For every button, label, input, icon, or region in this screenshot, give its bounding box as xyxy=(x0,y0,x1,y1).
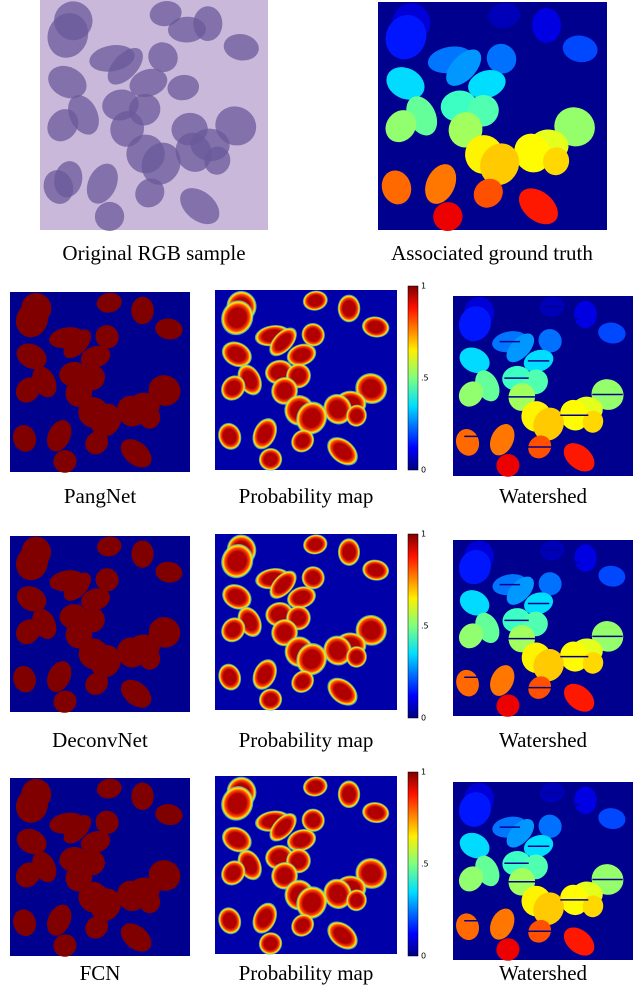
nucleus xyxy=(532,8,561,43)
gt-panel xyxy=(378,0,607,235)
ws-panel xyxy=(453,293,633,480)
nucleus xyxy=(338,295,361,323)
colorbar-tick-label: 1 xyxy=(421,530,426,539)
nucleus xyxy=(574,301,597,329)
nucleus xyxy=(574,544,596,572)
colorbar xyxy=(408,772,418,956)
caption: Probability map xyxy=(239,484,374,508)
colorbar-tick-label: 0 xyxy=(421,466,426,475)
colorbar xyxy=(408,534,418,718)
prob-panel xyxy=(215,287,397,474)
caption: Watershed xyxy=(499,484,588,508)
caption: Probability map xyxy=(239,728,374,752)
caption: DeconvNet xyxy=(52,728,148,752)
colorbar-tick-label: .5 xyxy=(421,622,429,631)
caption: Watershed xyxy=(499,961,588,985)
ws-panel xyxy=(453,537,633,720)
colorbar-tick-label: .5 xyxy=(421,374,429,383)
prob-panel xyxy=(215,531,397,714)
colorbar-tick-label: .5 xyxy=(421,860,429,869)
colorbar-tick-label: 1 xyxy=(421,282,426,291)
bin-panel xyxy=(10,775,190,960)
colorbar xyxy=(408,286,418,470)
colorbar-tick-label: 0 xyxy=(421,952,426,961)
ws-panel xyxy=(453,779,633,964)
caption: Associated ground truth xyxy=(391,241,593,265)
rgb-panel xyxy=(39,0,268,235)
colorbar-tick-label: 1 xyxy=(421,768,426,777)
caption: Watershed xyxy=(499,728,588,752)
nucleus xyxy=(338,538,360,566)
nucleus xyxy=(131,297,154,325)
figure: Original RGB sample Associated ground tru… xyxy=(0,0,641,988)
colorbar-tick-label: 0 xyxy=(421,714,426,723)
bin-panel xyxy=(10,289,190,476)
caption: PangNet xyxy=(64,484,136,508)
nucleus xyxy=(338,780,361,808)
bin-panel xyxy=(10,533,190,716)
nucleus xyxy=(131,783,154,811)
caption: FCN xyxy=(80,961,121,985)
caption: Original RGB sample xyxy=(62,241,245,265)
prob-panel xyxy=(215,773,397,958)
nucleus xyxy=(574,787,597,815)
caption: Probability map xyxy=(239,961,374,985)
nucleus xyxy=(131,540,153,568)
